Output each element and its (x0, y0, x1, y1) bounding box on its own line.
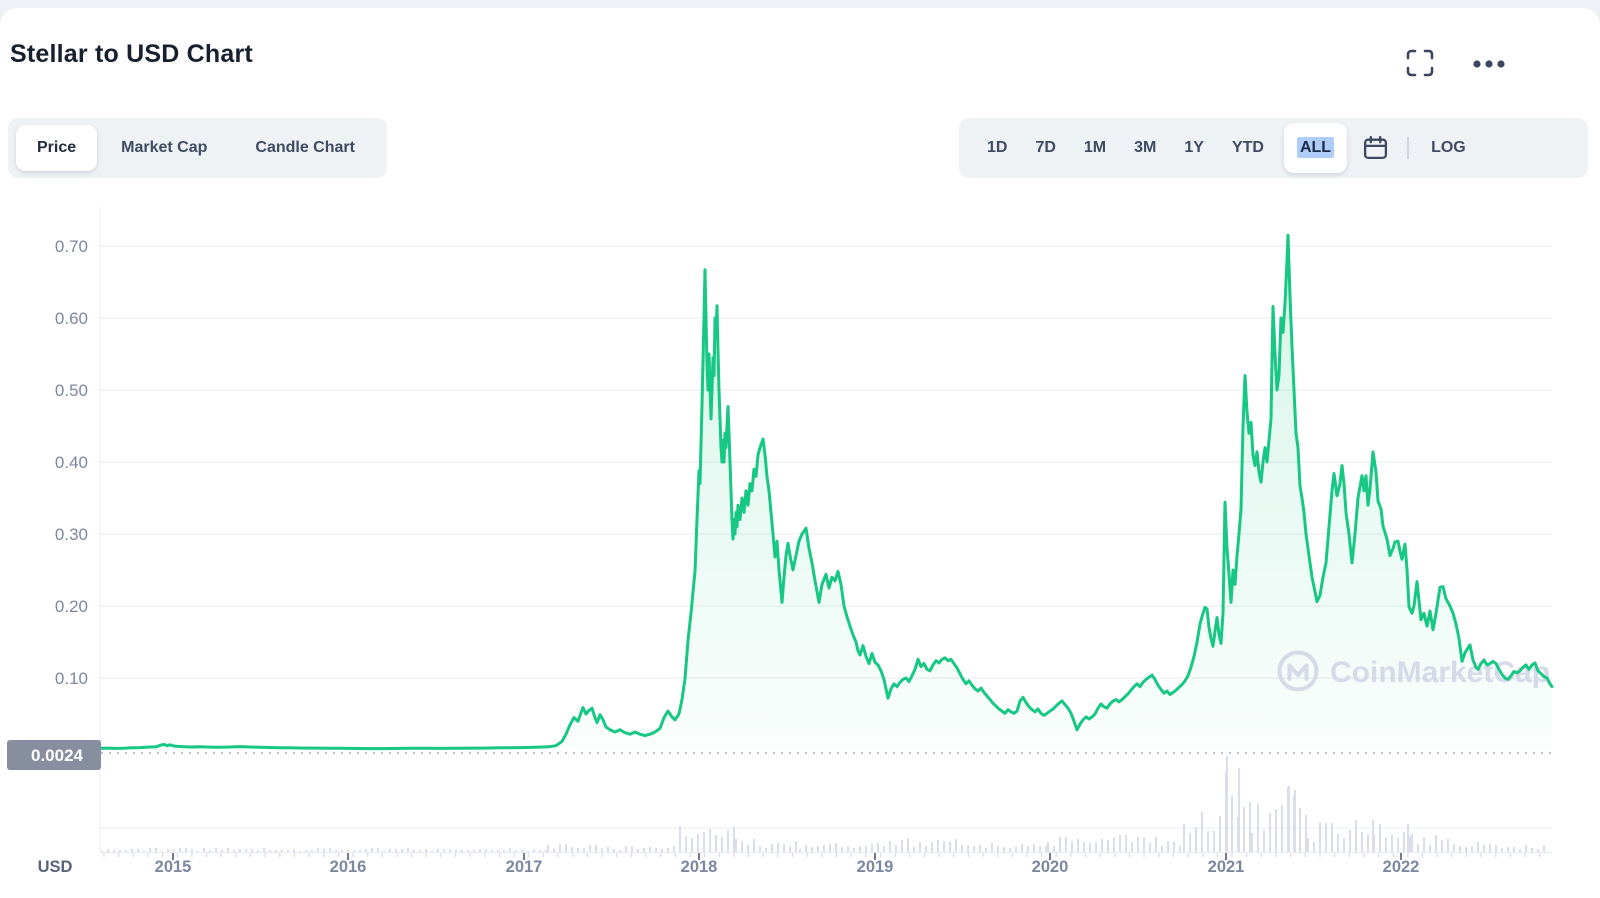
svg-text:2022: 2022 (1383, 858, 1420, 876)
first-price-badge: 0.0024 (7, 740, 101, 770)
price-chart-canvas[interactable]: CoinMarketCap 0.0024 0.70 0.60 0.50 0.40 0.30… (0, 195, 1600, 898)
svg-text:0.50: 0.50 (55, 381, 88, 400)
fullscreen-button[interactable] (1402, 45, 1438, 81)
range-1y[interactable]: 1Y (1170, 125, 1218, 171)
range-1d[interactable]: 1D (973, 125, 1021, 171)
svg-text:2017: 2017 (506, 858, 543, 876)
x-axis: 2015 2016 2017 2018 2019 2020 2021 2022 USD (38, 852, 1552, 876)
range-3m[interactable]: 3M (1120, 125, 1170, 171)
svg-text:2019: 2019 (857, 858, 894, 876)
y-axis-labels: 0.70 0.60 0.50 0.40 0.30 0.20 0.10 (55, 237, 88, 688)
svg-text:0.60: 0.60 (55, 309, 88, 328)
range-all[interactable]: ALL (1283, 123, 1348, 173)
chart-type-tabs: Price Market Cap Candle Chart (8, 118, 387, 178)
range-ytd[interactable]: YTD (1218, 125, 1278, 171)
calendar-range-button[interactable] (1353, 125, 1397, 171)
price-area-fill (100, 235, 1552, 751)
fullscreen-expand-icon (1406, 49, 1434, 77)
time-range-toolbar: 1D 7D 1M 3M 1Y YTD ALL LOG (959, 118, 1588, 178)
price-chart-svg: CoinMarketCap 0.00240.700.600.500.400.30… (7, 207, 1554, 876)
log-scale-toggle[interactable]: LOG (1419, 125, 1478, 171)
more-options-button[interactable] (1466, 50, 1512, 78)
currency-unit-label: USD (38, 858, 73, 876)
toolbar-divider (1407, 137, 1410, 159)
svg-text:2015: 2015 (155, 858, 192, 876)
svg-text:2018: 2018 (681, 858, 718, 876)
svg-text:0.0024: 0.0024 (31, 746, 84, 765)
tab-price[interactable]: Price (16, 125, 98, 171)
svg-text:0.20: 0.20 (55, 597, 88, 616)
svg-text:0.30: 0.30 (55, 525, 88, 544)
svg-text:0.40: 0.40 (55, 453, 88, 472)
page-title: Stellar to USD Chart (10, 40, 253, 68)
svg-text:2020: 2020 (1032, 858, 1069, 876)
svg-text:0.10: 0.10 (55, 669, 88, 688)
range-1m[interactable]: 1M (1070, 125, 1120, 171)
range-all-label: ALL (1296, 137, 1335, 158)
ellipsis-icon (1473, 60, 1505, 68)
volume-bars (101, 756, 1545, 852)
tab-market-cap[interactable]: Market Cap (97, 125, 231, 171)
tab-candle-chart[interactable]: Candle Chart (231, 125, 379, 171)
svg-text:2016: 2016 (330, 858, 367, 876)
price-line (98, 233, 1554, 751)
svg-text:0.70: 0.70 (55, 237, 88, 256)
range-7d[interactable]: 7D (1021, 125, 1069, 171)
calendar-icon (1363, 135, 1387, 159)
svg-text:2021: 2021 (1208, 858, 1245, 876)
